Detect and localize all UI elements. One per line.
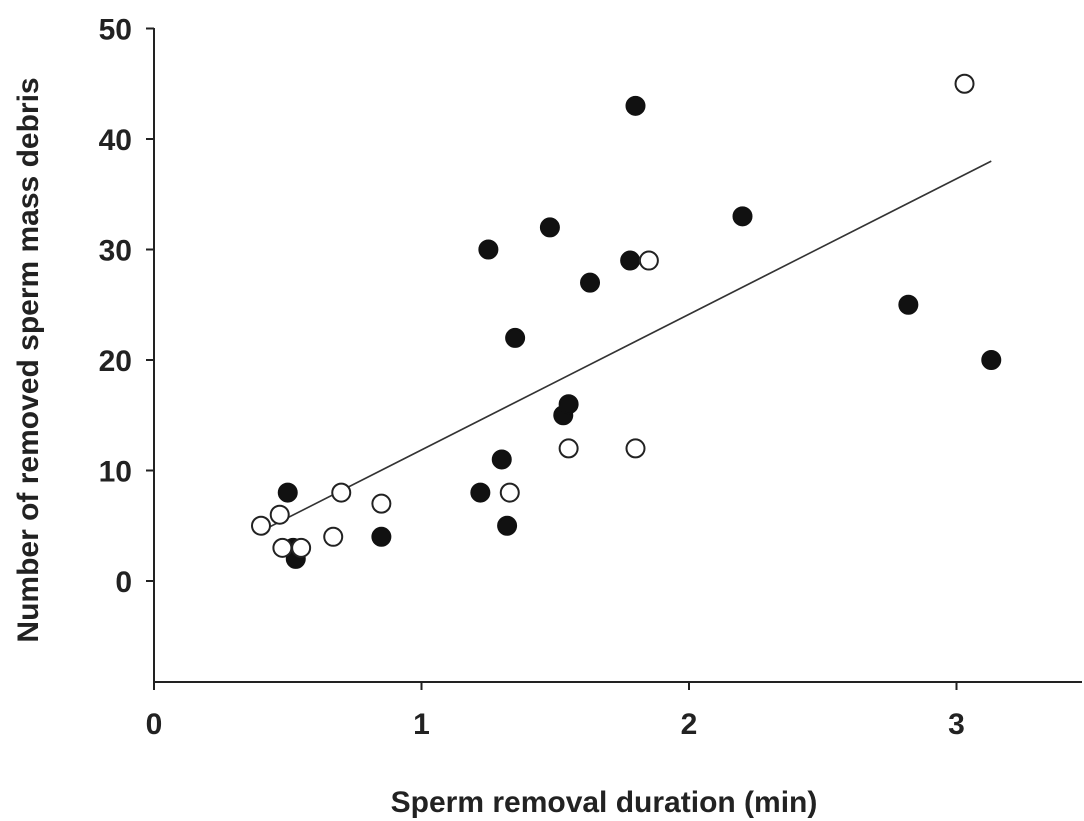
x-tick-label: 2 [681, 708, 698, 741]
x-axis-title: Sperm removal duration (min) [391, 786, 818, 819]
open-data-point [558, 438, 579, 459]
points-group [251, 73, 1002, 569]
filled-data-point [625, 95, 646, 116]
x-tick-label: 1 [413, 708, 430, 741]
y-tick-label: 20 [99, 345, 132, 378]
filled-data-point [898, 294, 919, 315]
open-data-point [638, 250, 659, 271]
filled-data-point [620, 250, 641, 271]
filled-data-point [539, 217, 560, 238]
open-data-point [625, 438, 646, 459]
open-data-point [251, 515, 271, 536]
open-data-point [371, 493, 392, 514]
ticks: 0 10 20 30 40 50 0 1 2 3 [99, 14, 965, 742]
open-data-point [272, 537, 293, 558]
open-data-point [954, 73, 975, 94]
open-data-point [291, 537, 312, 558]
filled-data-point [497, 515, 518, 536]
y-tick-label: 30 [99, 235, 132, 268]
filled-data-point [491, 449, 512, 470]
filled-data-point [371, 526, 392, 547]
open-data-point [331, 482, 352, 503]
filled-data-point [981, 350, 1002, 370]
regression-line [260, 160, 992, 532]
x-tick-label: 3 [948, 708, 965, 741]
filled-data-point [580, 272, 601, 293]
y-axis-title: Number of removed sperm mass debris [12, 77, 45, 642]
trendline-group [260, 160, 992, 532]
y-tick-label: 50 [99, 14, 132, 47]
filled-data-point [732, 206, 753, 227]
axes [153, 28, 1082, 683]
open-data-point [323, 526, 344, 547]
filled-data-point [558, 394, 579, 415]
y-tick-label: 10 [99, 456, 132, 489]
filled-data-point [277, 482, 298, 503]
y-tick-label: 0 [115, 566, 132, 599]
filled-data-point [478, 239, 499, 260]
open-data-point [499, 482, 520, 503]
filled-data-point [505, 327, 526, 348]
open-data-point [269, 504, 290, 525]
x-tick-label: 0 [146, 708, 163, 741]
y-tick-label: 40 [99, 124, 132, 157]
filled-data-point [470, 482, 491, 503]
